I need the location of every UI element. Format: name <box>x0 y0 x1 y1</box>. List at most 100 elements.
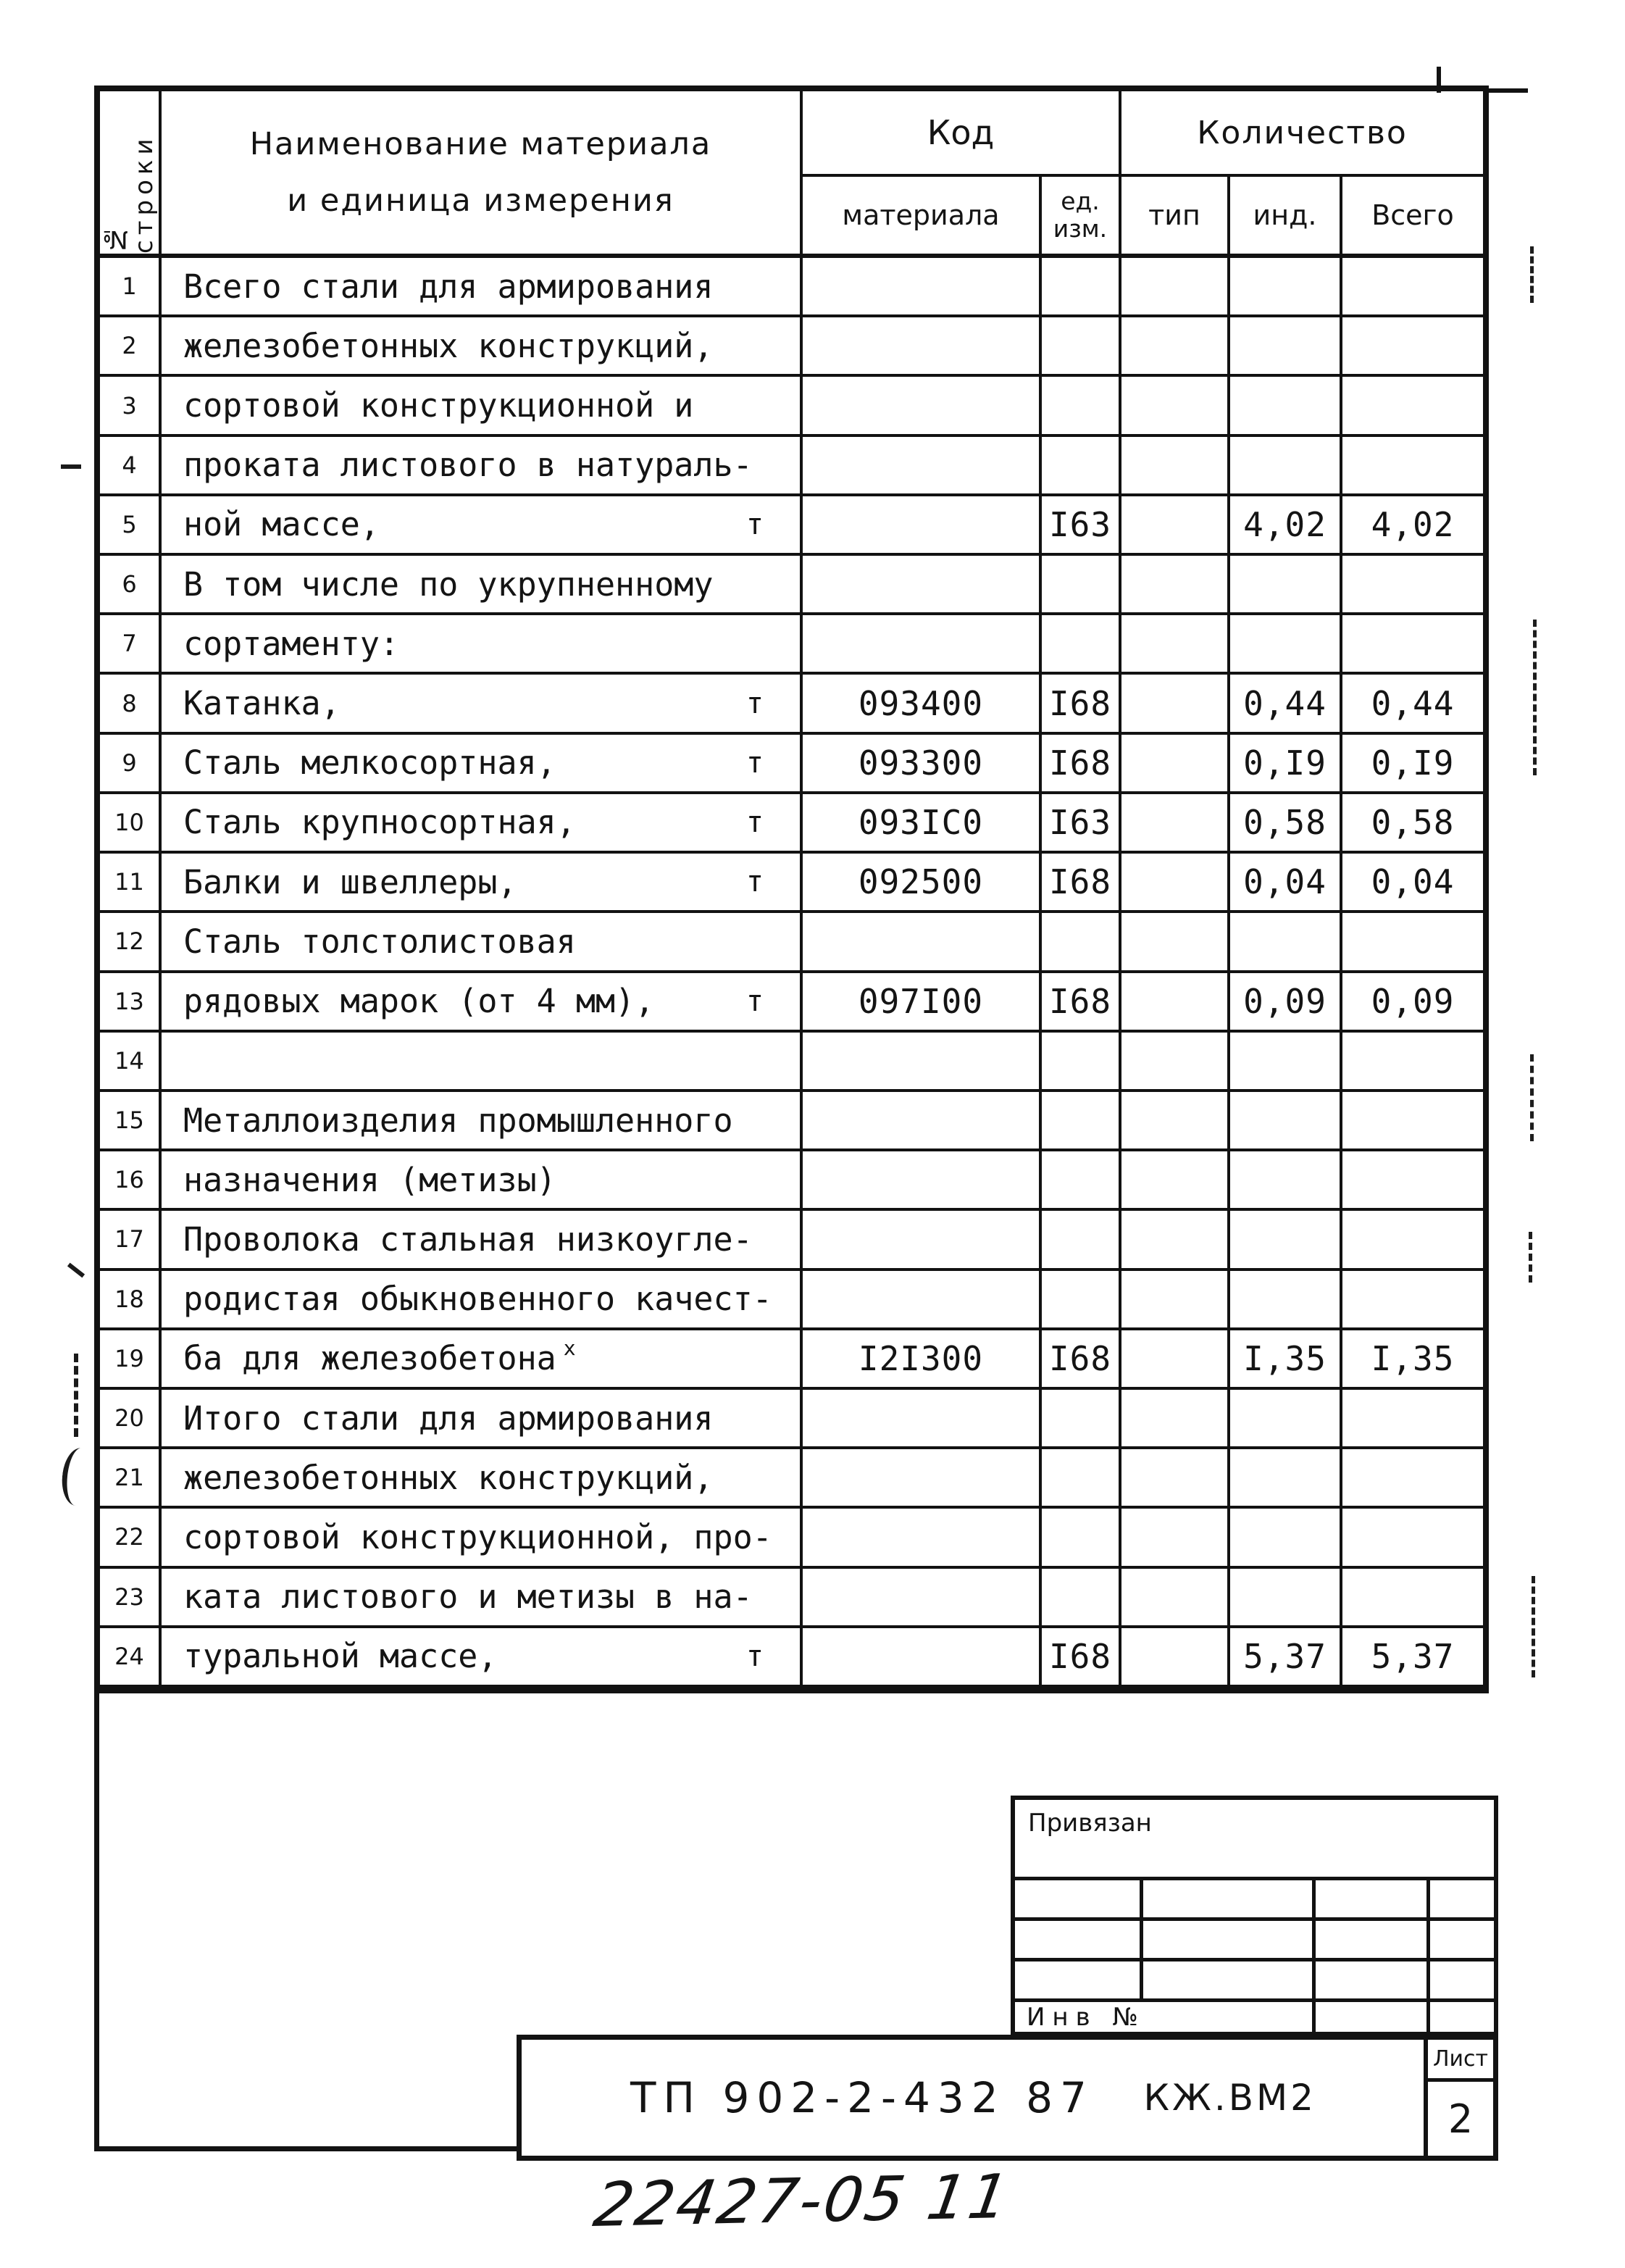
header-sub-total: Всего <box>1342 177 1483 258</box>
scan-dash-mark <box>1529 1232 1532 1283</box>
unit-code-cell <box>1042 1509 1121 1569</box>
total-qty-cell <box>1342 1092 1483 1152</box>
unit-code-cell <box>1042 1091 1121 1152</box>
material-code-cell: 092500 <box>803 854 1042 914</box>
material-name-cell: Сталь толстолистовая <box>162 913 803 973</box>
material-code-cell: 093IC0 <box>803 793 1042 854</box>
ind-qty-cell: 0,58 <box>1230 793 1342 854</box>
inventory-number-cell: Инв № <box>1015 1998 1312 2032</box>
unit-code-cell <box>1042 1032 1121 1092</box>
type-qty-cell <box>1121 1151 1230 1212</box>
type-qty-cell <box>1121 913 1230 973</box>
ind-qty-cell <box>1230 377 1342 437</box>
material-name-cell: железобетонных конструкций, <box>162 1449 803 1509</box>
total-qty-cell: 0,04 <box>1342 854 1483 914</box>
material-code-cell <box>803 496 1042 556</box>
type-qty-cell <box>1121 317 1230 378</box>
type-qty-cell <box>1121 1449 1230 1509</box>
ind-qty-cell <box>1230 615 1342 675</box>
row-number-cell: 19 <box>100 1330 162 1390</box>
total-qty-cell <box>1342 615 1483 675</box>
total-qty-cell <box>1342 1569 1483 1628</box>
stamp-grid-cell <box>1140 1958 1312 1998</box>
row-number-cell: 18 <box>100 1270 162 1330</box>
type-qty-cell <box>1121 675 1230 735</box>
material-name-cell: Всего стали для армирования <box>162 258 803 318</box>
unit-code-cell <box>1042 913 1121 973</box>
total-qty-cell: 4,02 <box>1342 496 1483 556</box>
material-code-cell: 093300 <box>803 734 1042 794</box>
row-number-cell: 2 <box>100 317 162 378</box>
material-name-cell: Металлоизделия промышленного <box>162 1091 803 1152</box>
material-name-cell: родистая обыкновенного качест- <box>162 1270 803 1330</box>
type-qty-cell <box>1121 556 1230 616</box>
frame-left-line <box>94 1693 99 2151</box>
ind-qty-cell <box>1230 913 1342 973</box>
type-qty-cell <box>1121 377 1230 437</box>
material-code-cell <box>803 1151 1042 1212</box>
row-number-cell: 8 <box>100 675 162 735</box>
document-number: ТП 902-2-432 87 <box>630 2073 1094 2122</box>
total-qty-cell <box>1342 1390 1483 1450</box>
total-qty-cell: 0,I9 <box>1342 735 1483 794</box>
row-number-cell: 12 <box>100 913 162 973</box>
material-code-cell <box>803 1568 1042 1628</box>
handwritten-archive-number: 22427-05 11 <box>589 2161 1016 2240</box>
material-code-cell <box>803 1091 1042 1152</box>
material-code-cell <box>803 317 1042 378</box>
ind-qty-cell <box>1230 1211 1342 1271</box>
total-qty-cell <box>1342 258 1483 318</box>
material-code-cell <box>803 1270 1042 1330</box>
unit-code-cell <box>1042 317 1121 378</box>
unit-code-cell <box>1042 556 1121 616</box>
unit-code-cell <box>1042 1211 1121 1271</box>
row-number-cell: 22 <box>100 1509 162 1569</box>
material-code-cell <box>803 258 1042 318</box>
stamp-grid-cell <box>1015 1917 1140 1958</box>
header-row-number-column: № строки <box>100 91 162 258</box>
type-qty-cell <box>1121 1389 1230 1450</box>
unit-code-cell: I63 <box>1042 496 1121 556</box>
unit-code-cell <box>1042 1449 1121 1509</box>
stamp-grid-cell <box>1312 1998 1426 2032</box>
material-code-cell: 093400 <box>803 675 1042 735</box>
total-qty-cell <box>1342 913 1483 973</box>
row-number-cell: 9 <box>100 734 162 794</box>
unit-code-cell <box>1042 436 1121 496</box>
header-quantity-group: Количество <box>1121 91 1483 177</box>
row-number-cell: 20 <box>100 1389 162 1450</box>
type-qty-cell <box>1121 1091 1230 1152</box>
type-qty-cell <box>1121 1627 1230 1688</box>
total-qty-cell <box>1342 1509 1483 1569</box>
scan-dash-mark <box>1530 1054 1534 1141</box>
row-number-cell: 10 <box>100 793 162 854</box>
material-name-cell <box>162 1032 803 1092</box>
material-name-cell: сортовой конструкционной, про- <box>162 1509 803 1569</box>
material-name-cell: Балки и швеллеры, т <box>162 854 803 914</box>
ind-qty-cell: 5,37 <box>1230 1627 1342 1688</box>
type-qty-cell <box>1121 1211 1230 1271</box>
header-material-name-line2: и единица измерения <box>287 183 674 219</box>
total-qty-cell <box>1342 1033 1483 1092</box>
stamp-grid-cell <box>1426 1998 1494 2032</box>
header-sub-material: материала <box>803 177 1042 258</box>
unit-code-cell <box>1042 1151 1121 1212</box>
material-name-cell: Итого стали для армирования <box>162 1389 803 1450</box>
material-name-cell: назначения (метизы) <box>162 1151 803 1212</box>
stamp-grid-cell <box>1312 1958 1426 1998</box>
type-qty-cell <box>1121 496 1230 556</box>
total-qty-cell <box>1342 1449 1483 1509</box>
unit-code-cell <box>1042 1270 1121 1330</box>
scan-pen-mark <box>59 1446 96 1507</box>
row-number-column-label: № строки <box>100 133 159 254</box>
material-code-cell <box>803 1211 1042 1271</box>
type-qty-cell <box>1121 436 1230 496</box>
material-name-cell: ной массе, т <box>162 496 803 556</box>
materials-table: № строки Наименование материала и единиц… <box>94 86 1489 1693</box>
type-qty-cell <box>1121 1270 1230 1330</box>
material-name-cell: Сталь мелкосортная, т <box>162 734 803 794</box>
ind-qty-cell <box>1230 1509 1342 1569</box>
ind-qty-cell <box>1230 436 1342 496</box>
material-code-cell <box>803 1509 1042 1569</box>
